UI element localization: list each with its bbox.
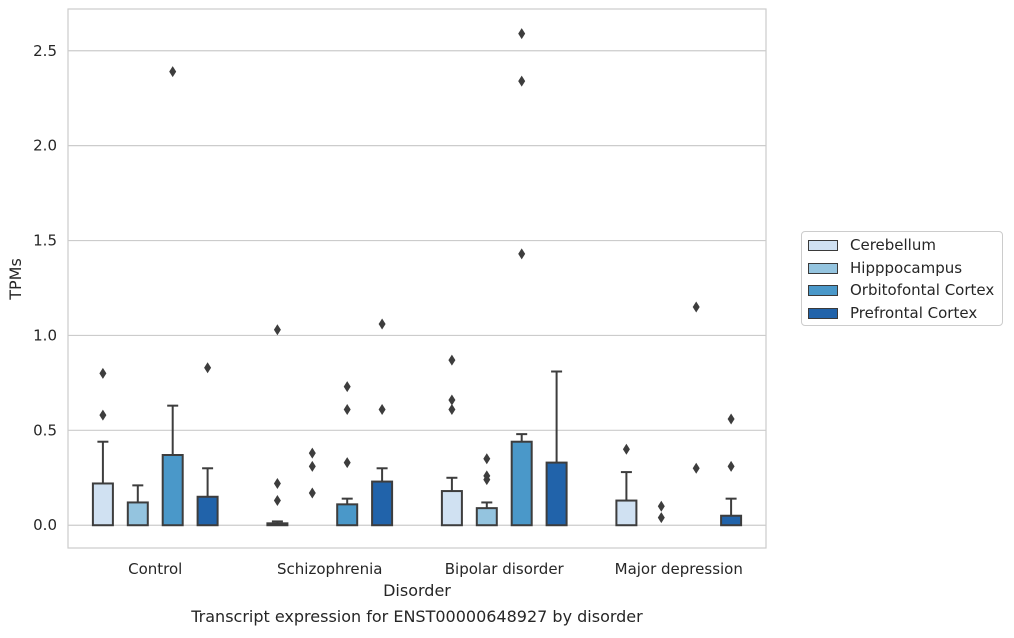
legend-label-hippocampus: Hipppocampus (850, 259, 963, 277)
bar-orbitofontal-cortex-control (161, 454, 184, 527)
outlier-point-cerebellum (99, 409, 107, 421)
outlier-point-cerebellum (99, 367, 107, 379)
outlier-point-orbitofontal-cortex (343, 381, 351, 393)
outlier-point-orbitofontal-cortex (518, 28, 526, 40)
y-axis-label: TPMs (6, 258, 25, 301)
outlier-point-cerebellum (273, 495, 281, 507)
plot-frame (67, 8, 767, 549)
outlier-point-prefrontal-cortex (378, 318, 386, 330)
xtick-layer: Control Schizophrenia Bipolar disorder Majo… (128, 560, 743, 578)
y-tick-label: 2.5 (33, 42, 57, 60)
x-axis-label: Disorder (383, 581, 451, 600)
outlier-point-hipppocampus (483, 453, 491, 465)
outlier-point-cerebellum (448, 403, 456, 415)
bar-prefrontal-cortex-major-depression (720, 514, 743, 527)
outlier-point-orbitofontal-cortex (343, 457, 351, 469)
x-tick-label-control: Control (128, 560, 182, 578)
outlier-point-orbitofontal-cortex (343, 403, 351, 415)
bar-prefrontal-cortex-schizophrenia (371, 480, 394, 527)
outlier-point-orbitofontal-cortex (518, 248, 526, 260)
y-tick-label: 1.0 (33, 326, 57, 344)
x-tick-label-bipolar-disorder: Bipolar disorder (445, 560, 565, 578)
legend-swatch-orbitofrontal-cortex (808, 284, 838, 296)
legend-item-cerebellum: Cerebellum (808, 236, 936, 254)
ytick-layer: 0.0 0.5 1.0 1.5 2.0 2.5 (33, 42, 57, 534)
outlier-point-hipppocampus (308, 460, 316, 472)
legend-label-prefrontal-cortex: Prefrontal Cortex (850, 304, 978, 322)
marks-layer (91, 28, 743, 527)
bar-cerebellum-bipolar-disorder (440, 490, 463, 527)
legend-item-hippocampus: Hipppocampus (808, 259, 962, 277)
bar-hipppocampus-control (126, 501, 149, 527)
x-tick-label-schizophrenia: Schizophrenia (277, 560, 382, 578)
outlier-point-cerebellum (448, 354, 456, 366)
outlier-point-prefrontal-cortex (378, 403, 386, 415)
outlier-point-hipppocampus (657, 500, 665, 512)
y-tick-label: 2.0 (33, 137, 57, 155)
outlier-point-orbitofontal-cortex (169, 66, 177, 78)
legend-label-cerebellum: Cerebellum (850, 236, 936, 254)
bar-prefrontal-cortex-bipolar-disorder (545, 461, 568, 527)
legend-item-orbitofrontal-cortex: Orbitofontal Cortex (808, 281, 994, 299)
bar-prefrontal-cortex-control (196, 495, 219, 527)
legend-label-orbitofrontal-cortex: Orbitofontal Cortex (850, 281, 995, 299)
outlier-point-cerebellum (622, 443, 630, 455)
outlier-point-prefrontal-cortex (727, 460, 735, 472)
chart-title: Transcript expression for ENST0000064892… (190, 607, 643, 626)
y-tick-label: 1.5 (33, 232, 57, 250)
outlier-point-cerebellum (273, 324, 281, 336)
outlier-point-prefrontal-cortex (727, 413, 735, 425)
legend: Cerebellum Hipppocampus Orbitofontal Cor… (801, 231, 1003, 326)
bar-cerebellum-schizophrenia (266, 522, 289, 527)
legend-swatch-cerebellum (808, 239, 838, 251)
grid-layer (68, 50, 766, 526)
bar-orbitofontal-cortex-schizophrenia (336, 503, 359, 527)
outlier-point-hipppocampus (308, 487, 316, 499)
outlier-point-orbitofontal-cortex (518, 75, 526, 87)
legend-swatch-prefrontal-cortex (808, 307, 838, 319)
legend-swatch-hippocampus (808, 262, 838, 274)
legend-item-prefrontal-cortex: Prefrontal Cortex (808, 304, 977, 322)
outlier-point-hipppocampus (657, 512, 665, 524)
outlier-point-orbitofontal-cortex (692, 462, 700, 474)
y-tick-label: 0.0 (33, 516, 57, 534)
outlier-point-prefrontal-cortex (204, 362, 212, 374)
bar-cerebellum-control (91, 482, 114, 527)
outlier-point-orbitofontal-cortex (692, 301, 700, 313)
x-tick-label-major-depression: Major depression (615, 560, 743, 578)
bar-cerebellum-major-depression (615, 499, 638, 527)
bar-hipppocampus-bipolar-disorder (475, 507, 498, 527)
outlier-point-hipppocampus (308, 447, 316, 459)
outlier-point-cerebellum (273, 477, 281, 489)
outlier-point-hipppocampus (483, 470, 491, 482)
bar-orbitofontal-cortex-bipolar-disorder (510, 440, 533, 527)
y-tick-label: 0.5 (33, 421, 57, 439)
outlier-point-cerebellum (448, 394, 456, 406)
